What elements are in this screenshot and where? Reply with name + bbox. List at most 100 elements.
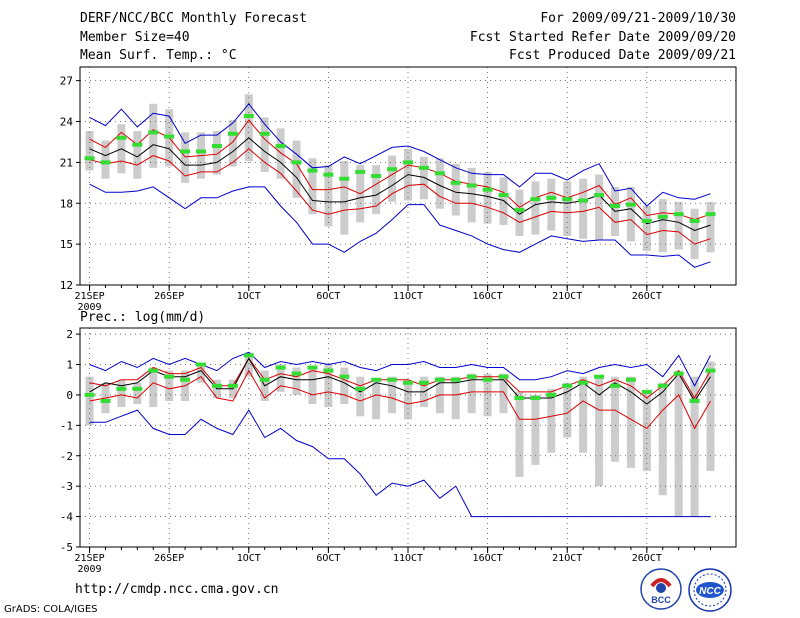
temp-ensemble-bar — [276, 128, 285, 179]
precip-ytick-label: -2 — [60, 450, 73, 463]
precip-obs-marker — [578, 380, 589, 385]
temp-obs-marker — [562, 197, 573, 202]
temp-upper-line — [89, 119, 711, 221]
temp-obs-marker — [609, 203, 620, 208]
temp-obs-marker — [466, 183, 477, 188]
temp-obs-marker — [450, 180, 461, 185]
temp-ensemble-bar — [515, 189, 524, 236]
temp-ytick-label: 21 — [60, 156, 73, 169]
temp-ensemble-bar — [133, 131, 142, 179]
precip-obs-marker — [418, 380, 429, 385]
temp-ensemble-bar — [706, 201, 715, 253]
precip-mean-line — [89, 357, 711, 405]
temp-obs-marker — [482, 187, 493, 192]
temp-obs-marker — [100, 160, 111, 165]
temp-obs-marker — [387, 167, 398, 172]
precip-panel-title: Prec.: log(mm/d) — [80, 310, 206, 325]
temp-obs-marker — [259, 131, 270, 136]
temp-obs-marker — [514, 208, 525, 213]
precip-ensemble-bar — [372, 379, 381, 420]
precip-ensemble-bar — [595, 376, 604, 487]
temp-ensemble-bar — [308, 158, 317, 215]
forecast-produced-date: Fcst Produced Date 2009/09/21 — [509, 48, 736, 63]
precip-obs-marker — [546, 392, 557, 397]
precip-ytick-label: 0 — [66, 389, 73, 402]
precip-ensemble-bar — [467, 373, 476, 414]
chart-title: DERF/NCC/BCC Monthly Forecast — [80, 11, 307, 26]
temp-ensemble-bar — [626, 186, 635, 242]
temp-xtick-label: 6OCT — [316, 291, 340, 302]
precip-obs-marker — [609, 383, 620, 388]
temp-ytick-label: 15 — [60, 238, 73, 251]
temp-ensemble-bar — [324, 165, 333, 227]
precip-obs-marker — [243, 353, 254, 358]
temp-ensemble-bar — [101, 140, 110, 179]
precip-obs-marker — [673, 371, 684, 376]
temp-xtick-label: 21OCT — [552, 291, 582, 302]
precip-ensemble-bar — [117, 379, 126, 408]
temp-mean-line — [89, 137, 711, 232]
temp-obs-marker — [180, 149, 191, 154]
temp-ensemble-bar — [642, 205, 651, 251]
temp-obs-marker — [705, 212, 716, 217]
temp-ensemble-bar — [467, 167, 476, 223]
temp-ensemble-bar — [499, 177, 508, 226]
precip-obs-marker — [211, 383, 222, 388]
ncc-logo-text: NCC — [699, 586, 721, 597]
temp-ensemble-bar — [228, 120, 237, 167]
precip-ensemble-bar — [165, 370, 174, 401]
temp-ensemble-bar — [690, 208, 699, 260]
precip-ensemble-bar — [483, 373, 492, 417]
temp-lower-line — [89, 148, 711, 245]
temp-obs-marker — [673, 212, 684, 217]
temp-min-line — [89, 183, 711, 268]
temp-obs-marker — [148, 130, 159, 135]
temp-ytick-label: 12 — [60, 279, 73, 292]
forecast-period: For 2009/09/21-2009/10/30 — [540, 11, 736, 26]
precip-obs-marker — [100, 399, 111, 403]
precip-ensemble-bar — [244, 352, 253, 377]
source-url[interactable]: http://cmdp.ncc.cma.gov.cn — [75, 582, 279, 597]
temp-ensemble-bar — [212, 131, 221, 175]
temp-xtick-label: 16OCT — [473, 291, 503, 302]
temp-obs-marker — [530, 197, 541, 202]
temp-ensemble-bar — [658, 199, 667, 253]
temp-ensemble-bar — [372, 165, 381, 215]
precip-obs-marker — [291, 371, 302, 376]
temp-xtick-label: 26OCT — [632, 291, 662, 302]
temp-ensemble-bar — [149, 103, 158, 168]
precip-ensemble-bar — [547, 388, 556, 453]
precip-obs-marker — [355, 386, 366, 391]
temp-obs-marker — [625, 202, 636, 207]
temp-ytick-label: 18 — [60, 197, 73, 210]
temp-obs-marker — [657, 214, 668, 219]
precip-obs-marker — [84, 392, 95, 397]
precip-xtick-label: 21OCT — [552, 553, 582, 564]
temp-obs-marker — [132, 142, 143, 147]
precip-ensemble-bar — [499, 373, 508, 414]
precip-obs-marker — [164, 374, 175, 379]
temp-obs-marker — [196, 149, 207, 154]
precip-obs-marker — [132, 386, 143, 391]
temp-ensemble-bar — [340, 161, 349, 235]
precip-ensemble-bar — [706, 361, 715, 471]
precip-ensemble-bar — [133, 382, 142, 405]
precip-obs-marker — [689, 399, 700, 403]
temp-obs-marker — [546, 195, 557, 200]
temp-obs-marker — [211, 144, 222, 149]
variable-label: Mean Surf. Temp.: °C — [80, 48, 237, 63]
temp-obs-marker — [403, 160, 413, 165]
temp-obs-marker — [641, 218, 652, 223]
precip-obs-marker — [498, 374, 509, 379]
temp-ensemble-bar — [260, 117, 269, 172]
temp-obs-marker — [243, 114, 254, 119]
temp-ensemble-bar — [531, 181, 540, 235]
temp-obs-marker — [594, 193, 605, 198]
precip-obs-marker — [562, 383, 573, 388]
precip-obs-marker — [705, 368, 716, 373]
temp-obs-marker — [307, 168, 318, 173]
precip-ensemble-bar — [515, 391, 524, 478]
temp-obs-marker — [418, 165, 429, 170]
precip-ensemble-bar — [579, 376, 588, 453]
